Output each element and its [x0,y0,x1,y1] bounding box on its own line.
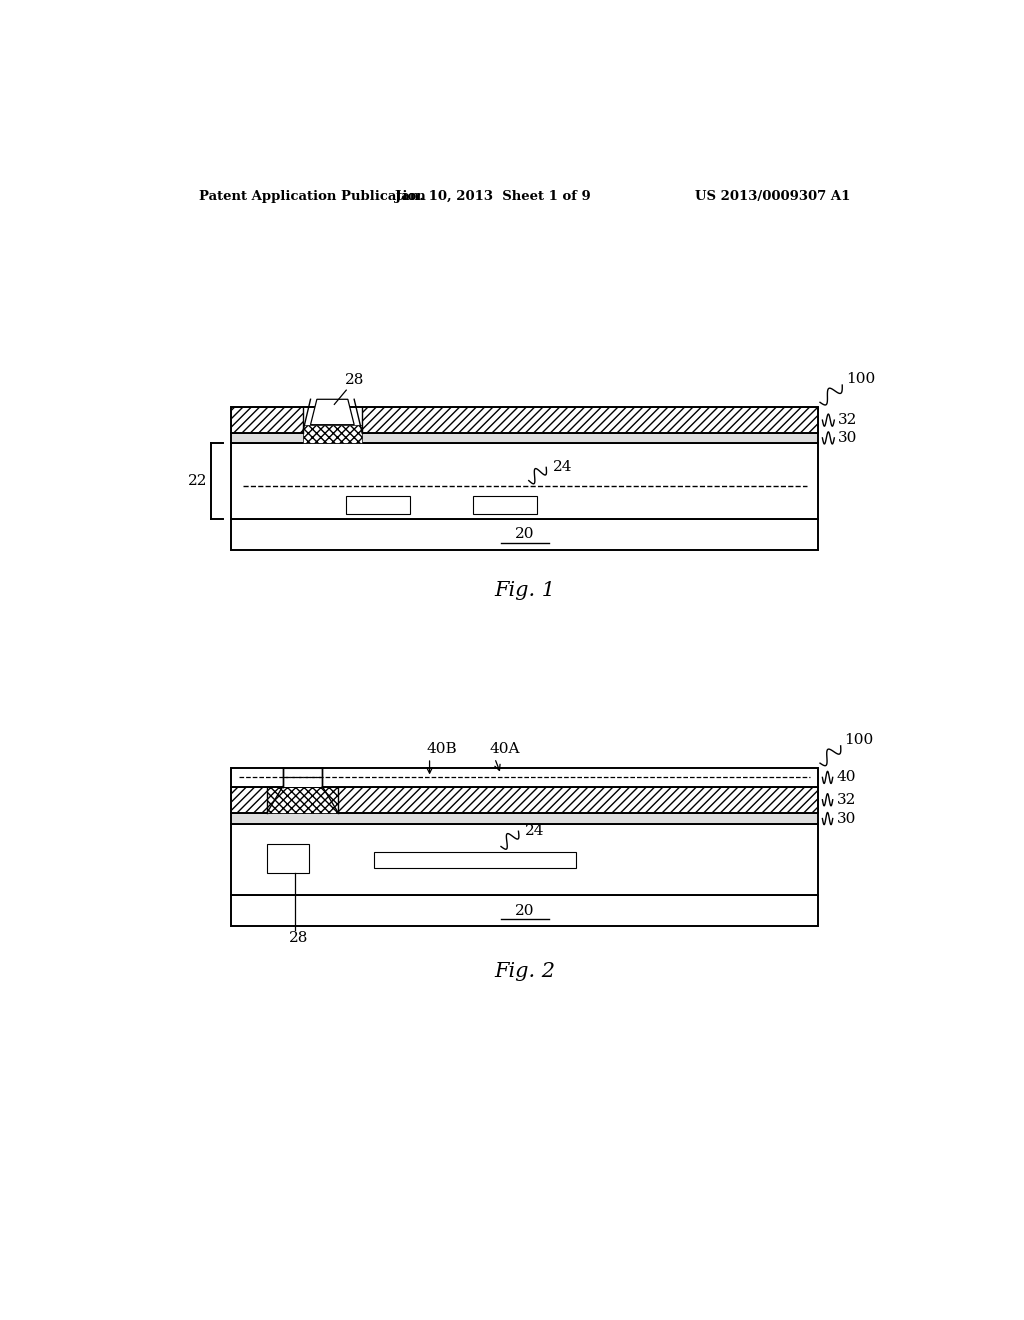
Bar [231,519,818,549]
Bar [231,768,818,787]
Text: 32: 32 [837,793,856,807]
Text: Jan. 10, 2013  Sheet 1 of 9: Jan. 10, 2013 Sheet 1 of 9 [395,190,591,202]
Bar [374,851,577,867]
Bar [362,408,818,433]
Bar [303,425,362,444]
Text: 20: 20 [515,528,535,541]
Text: Fig. 2: Fig. 2 [495,962,555,981]
Text: 40: 40 [837,771,856,784]
Bar [231,787,818,813]
Text: 40A: 40A [489,742,520,756]
Bar [231,444,818,519]
Text: 100: 100 [846,372,876,385]
Text: 20: 20 [515,903,535,917]
Bar [231,408,303,433]
Text: 30: 30 [839,430,858,445]
Text: 24: 24 [524,824,545,838]
Text: Patent Application Publication: Patent Application Publication [200,190,426,202]
Text: US 2013/0009307 A1: US 2013/0009307 A1 [695,190,850,202]
Bar [231,433,818,444]
Bar [231,895,818,925]
Bar [346,496,410,515]
Text: 40B: 40B [426,742,457,756]
Text: 28: 28 [344,374,364,387]
Bar [473,496,537,515]
Bar [231,824,818,895]
Text: Fig. 1: Fig. 1 [495,581,555,599]
Polygon shape [310,399,354,425]
Text: 24: 24 [553,461,572,474]
Bar [338,787,818,813]
Text: 32: 32 [839,413,858,428]
Text: 100: 100 [845,733,873,747]
Text: 30: 30 [837,812,856,825]
Bar [267,845,309,873]
Bar [231,408,818,433]
Bar [231,787,267,813]
Bar [267,787,338,813]
Text: 22: 22 [187,474,207,488]
Text: 28: 28 [289,931,308,945]
Bar [283,768,323,787]
Bar [231,813,818,824]
